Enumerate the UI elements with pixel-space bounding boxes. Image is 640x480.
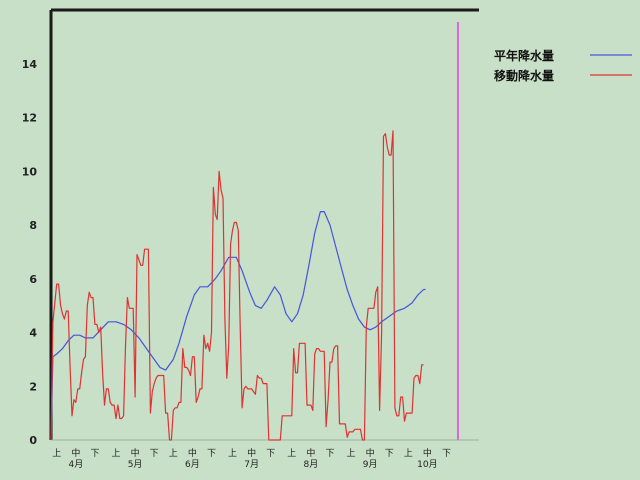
x-tick-label: 下 (150, 449, 159, 459)
x-month-label: 10月 (417, 459, 437, 470)
y-tick-label: 4 (29, 327, 37, 340)
x-month-label: 9月 (363, 459, 378, 470)
y-tick-label: 14 (22, 58, 38, 71)
x-tick-label: 上 (404, 448, 413, 459)
x-tick-label: 下 (207, 449, 216, 459)
y-tick-label: 6 (29, 273, 37, 286)
y-tick-label: 12 (22, 112, 37, 125)
x-month-label: 4月 (68, 459, 83, 470)
x-tick-label: 下 (325, 449, 334, 459)
x-tick-label: 上 (287, 448, 296, 459)
x-tick-label: 上 (346, 448, 355, 459)
series-line-moving-precipitation (50, 130, 424, 441)
y-tick-label: 10 (22, 165, 38, 178)
x-month-label: 8月 (303, 459, 318, 470)
plot-area (51, 10, 479, 440)
x-tick-label: 中 (247, 447, 256, 459)
x-tick-label: 中 (306, 447, 315, 459)
x-month-label: 7月 (244, 459, 259, 470)
legend-label: 平年降水量 (494, 48, 554, 63)
y-tick-label: 0 (29, 434, 37, 447)
x-tick-label: 中 (366, 447, 375, 459)
y-tick-label: 8 (29, 219, 37, 232)
x-tick-label: 上 (111, 448, 120, 459)
x-tick-label: 下 (90, 449, 99, 459)
y-tick-label: 2 (29, 380, 37, 393)
series-line-normal-precipitation (50, 211, 426, 441)
x-tick-label: 中 (131, 447, 140, 459)
legend-label: 移動降水量 (494, 68, 554, 83)
x-tick-label: 下 (385, 449, 394, 459)
x-tick-label: 中 (71, 447, 80, 459)
x-tick-label: 上 (169, 448, 178, 459)
x-month-label: 5月 (128, 459, 143, 470)
x-tick-label: 下 (266, 449, 275, 459)
x-tick-label: 下 (442, 449, 451, 459)
x-month-label: 6月 (185, 459, 200, 470)
x-tick-label: 上 (52, 448, 61, 459)
x-tick-label: 上 (228, 448, 237, 459)
x-tick-label: 中 (423, 447, 432, 459)
x-tick-label: 中 (188, 447, 197, 459)
